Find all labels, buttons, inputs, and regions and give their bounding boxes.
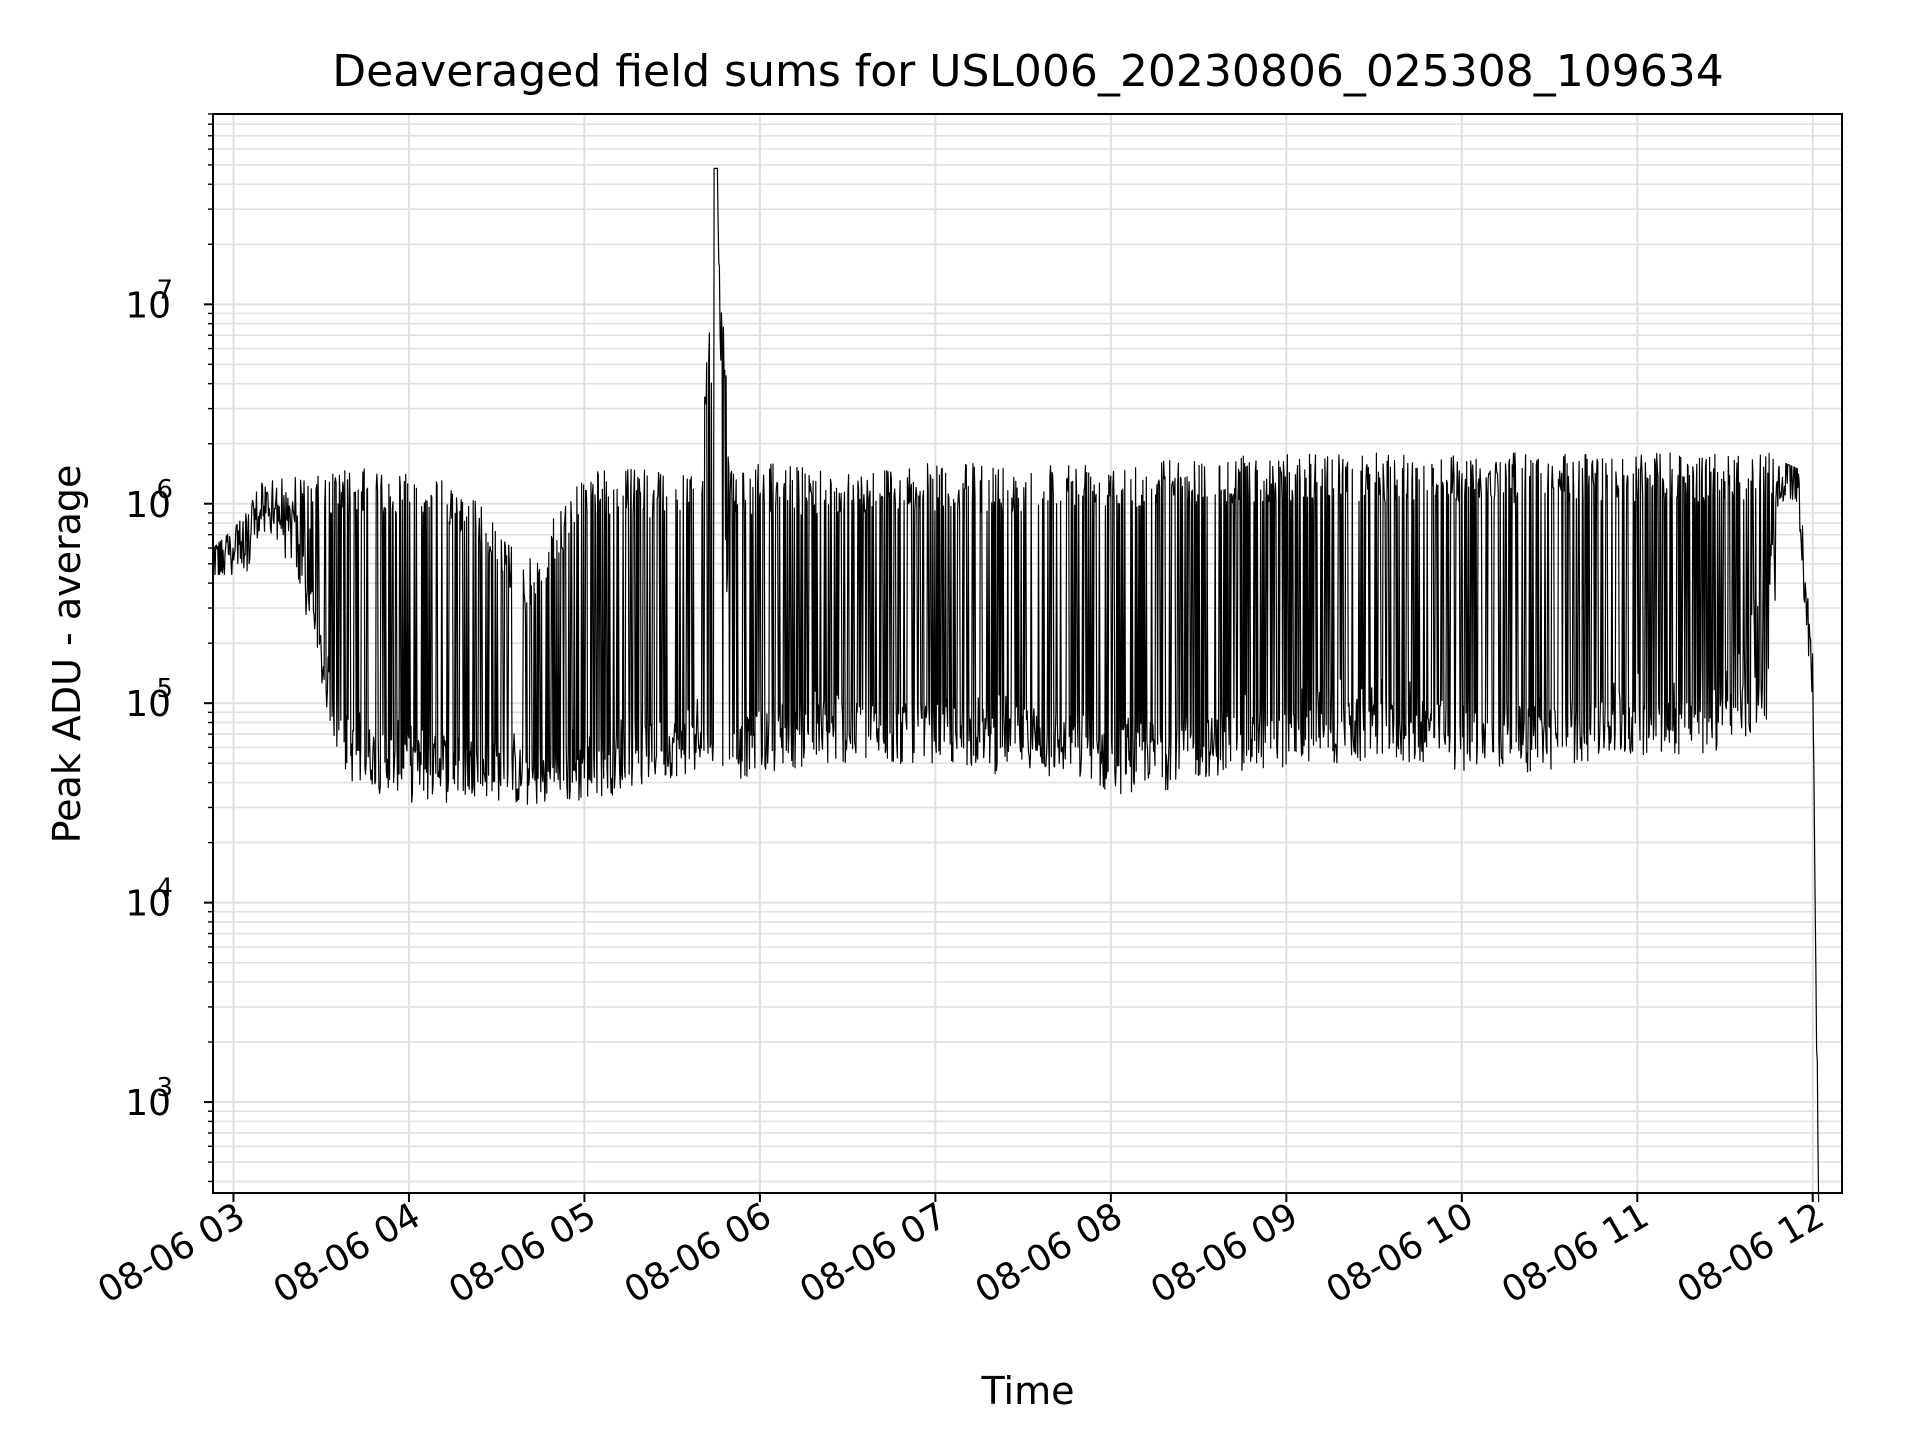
- y-tick-label: 10: [125, 884, 171, 925]
- x-tick-label: 08-06 07: [793, 1195, 954, 1311]
- y-tick-exponent: 3: [156, 1073, 173, 1103]
- x-tick-label: 08-06 08: [969, 1195, 1130, 1311]
- plot-frame: [212, 113, 1843, 1194]
- y-axis-label: Peak ADU - average: [45, 465, 89, 844]
- y-tick-exponent: 6: [156, 475, 173, 505]
- x-axis: 08-06 03 08-06 04 08-06 05 08-06 06 08-06 07…: [91, 1193, 1831, 1312]
- y-tick-label: 10: [125, 1083, 171, 1124]
- y-tick-label: 10: [125, 285, 171, 326]
- y-tick-label: 10: [125, 684, 171, 725]
- x-tick-label: 08-06 05: [442, 1195, 603, 1311]
- x-tick-label: 08-06 09: [1144, 1195, 1305, 1311]
- x-axis-label: Time: [981, 1369, 1075, 1413]
- x-tick-label: 08-06 10: [1320, 1195, 1481, 1311]
- data-series: [212, 167, 1820, 1203]
- x-tick-label: 08-06 11: [1495, 1195, 1656, 1311]
- chart-title: Deaveraged field sums for USL006_2023080…: [332, 46, 1724, 97]
- x-tick-label: 08-06 04: [267, 1195, 428, 1311]
- y-tick-exponent: 7: [156, 275, 173, 305]
- x-tick-label: 08-06 12: [1671, 1195, 1832, 1311]
- series-line: [212, 167, 1820, 1203]
- x-tick-label: 08-06 03: [91, 1195, 252, 1311]
- y-tick-exponent: 5: [156, 674, 173, 704]
- x-tick-label: 08-06 06: [618, 1195, 779, 1311]
- y-tick-exponent: 4: [156, 874, 173, 904]
- y-tick-label: 10: [125, 485, 171, 526]
